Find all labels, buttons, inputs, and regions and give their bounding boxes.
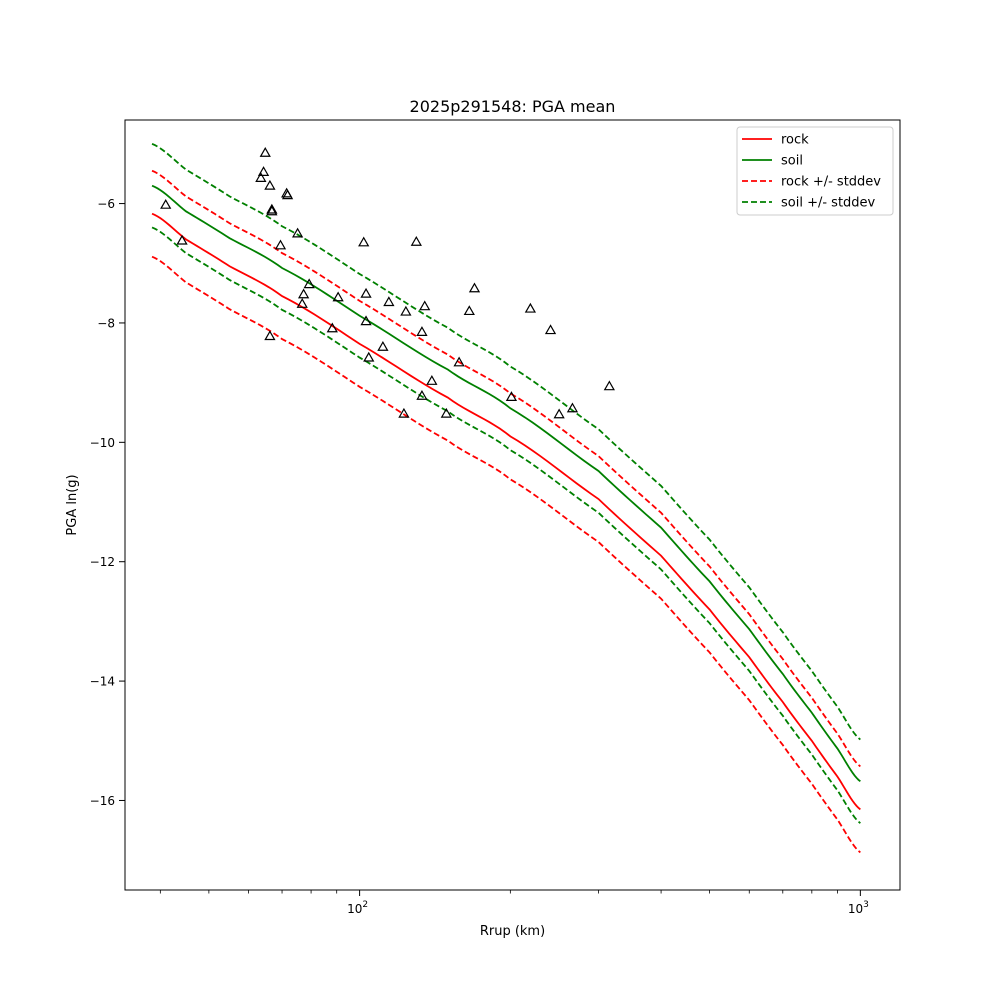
x-axis: 102 103 [159, 890, 869, 916]
observations-layer [160, 147, 615, 419]
observation-point [358, 236, 370, 247]
observation-point [297, 288, 310, 299]
y-tick-label: −12 [90, 555, 115, 569]
observation-point [332, 291, 344, 302]
observation-point [257, 166, 270, 176]
observation-point [566, 402, 579, 413]
chart-title: 2025p291548: PGA mean [410, 97, 616, 116]
observation-point [416, 326, 428, 336]
y-tick-label: −16 [90, 794, 115, 808]
series-line-2-1 [151, 255, 861, 854]
observation-point [377, 341, 389, 351]
observation-point [255, 172, 267, 182]
observation-point [603, 380, 615, 391]
legend-label: soil +/- stddev [781, 196, 876, 211]
observation-point [416, 389, 428, 400]
x-tick-label: 102 [347, 900, 368, 916]
observation-point [264, 330, 276, 341]
x-axis-label: Rrup (km) [480, 924, 545, 939]
observation-point [176, 234, 188, 245]
observation-point [291, 227, 304, 238]
observation-point [266, 205, 278, 216]
series-line-1-0 [151, 184, 861, 783]
observation-point [383, 296, 395, 307]
observation-point [505, 391, 518, 402]
observation-point [259, 147, 271, 157]
series-line-2-0 [151, 169, 861, 768]
series-line-3-1 [151, 226, 861, 824]
plot-frame [124, 119, 901, 891]
legend-label: soil [781, 154, 803, 169]
y-axis: −6 −8 −10 −12 −14 −16 [90, 197, 125, 808]
observation-point [281, 189, 294, 200]
observation-point [296, 298, 308, 308]
observation-point [419, 300, 431, 311]
observation-point [463, 305, 475, 316]
observation-point [410, 235, 422, 246]
observation-point [426, 375, 438, 385]
observation-point [363, 351, 375, 362]
observation-point [266, 203, 278, 214]
y-tick-label: −8 [97, 316, 115, 330]
observation-point [440, 407, 452, 418]
legend-box [736, 126, 894, 216]
observation-point [544, 324, 557, 335]
y-tick-label: −10 [90, 436, 115, 450]
legend-label: rock [781, 133, 809, 148]
observation-point [360, 315, 372, 326]
observation-point [264, 179, 276, 190]
legend: rock soil rock +/- stddev soil +/- stddev [736, 126, 894, 216]
observation-point [160, 198, 172, 209]
observation-point [553, 408, 565, 419]
x-tick-label: 103 [848, 900, 869, 916]
observation-point [453, 356, 465, 367]
observation-point [303, 278, 315, 289]
observation-point [400, 305, 412, 316]
legend-label: rock +/- stddev [781, 175, 881, 190]
observation-point [524, 302, 537, 313]
legend-entries: rock soil rock +/- stddev soil +/- stddev [742, 133, 881, 211]
y-tick-label: −14 [90, 675, 115, 689]
y-tick-label: −6 [97, 197, 115, 211]
observation-point [274, 239, 287, 250]
observation-point [360, 287, 372, 298]
curves-layer [151, 143, 861, 854]
observation-point [398, 407, 410, 418]
observation-point [326, 322, 338, 333]
observation-point [468, 282, 481, 293]
series-line-3-0 [151, 143, 861, 741]
y-axis-label: PGA ln(g) [65, 474, 80, 535]
series-line-0-0 [151, 212, 861, 811]
